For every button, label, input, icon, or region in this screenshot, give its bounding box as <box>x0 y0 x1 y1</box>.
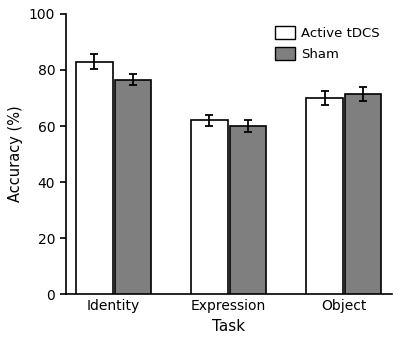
Bar <box>191 120 228 294</box>
Bar <box>306 98 343 294</box>
Bar <box>114 80 151 294</box>
Bar <box>230 126 266 294</box>
Legend: Active tDCS, Sham: Active tDCS, Sham <box>270 21 385 66</box>
X-axis label: Task: Task <box>212 319 245 334</box>
Bar <box>76 62 113 294</box>
Bar <box>345 94 381 294</box>
Y-axis label: Accuracy (%): Accuracy (%) <box>8 106 23 202</box>
